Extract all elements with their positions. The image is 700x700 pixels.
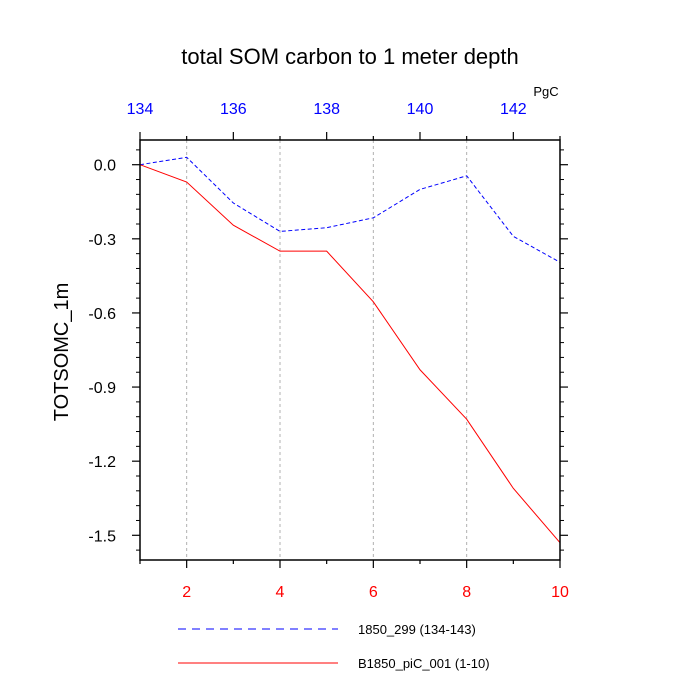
y-tick-label--0.6: -0.6 [88, 306, 116, 323]
series-layer [139, 156, 561, 544]
legend-label-2: B1850_piC_001 (1-10) [358, 656, 490, 671]
units-label: PgC [533, 84, 558, 99]
x-bottom-tick-label-10: 10 [551, 584, 569, 601]
axis-layer: 0.0 -0.3 -0.6 -0.9 -1.2 -1.5 2 4 6 8 10 134 136 138 14… [88, 101, 569, 601]
y-tick-label--0.9: -0.9 [88, 380, 116, 397]
legend-label-1: 1850_299 (134-143) [358, 622, 476, 637]
x-bottom-tick-label-8: 8 [462, 584, 471, 601]
x-top-tick-label-138: 138 [313, 101, 340, 118]
y-tick-label--1.5: -1.5 [88, 528, 116, 545]
x-top-tick-label-136: 136 [220, 101, 247, 118]
y-tick-label--1.2: -1.2 [88, 454, 116, 471]
x-bottom-tick-label-6: 6 [369, 584, 378, 601]
series-line-2 [139, 164, 561, 544]
grid-layer [186, 140, 468, 560]
x-bottom-tick-label-2: 2 [182, 584, 191, 601]
chart-title: total SOM carbon to 1 meter depth [181, 44, 519, 69]
y-tick-label-0.0: 0.0 [94, 158, 116, 175]
x-top-tick-label-140: 140 [407, 101, 434, 118]
y-axis-label: TOTSOMC_1m [51, 283, 73, 422]
series-line-1 [139, 156, 561, 263]
plot-frame [139, 139, 561, 561]
x-top-tick-label-134: 134 [127, 101, 154, 118]
x-bottom-tick-label-4: 4 [276, 584, 285, 601]
legend: 1850_299 (134-143) B1850_piC_001 (1-10) [178, 622, 490, 671]
x-top-tick-label-142: 142 [500, 101, 527, 118]
y-tick-label--0.3: -0.3 [88, 232, 116, 249]
